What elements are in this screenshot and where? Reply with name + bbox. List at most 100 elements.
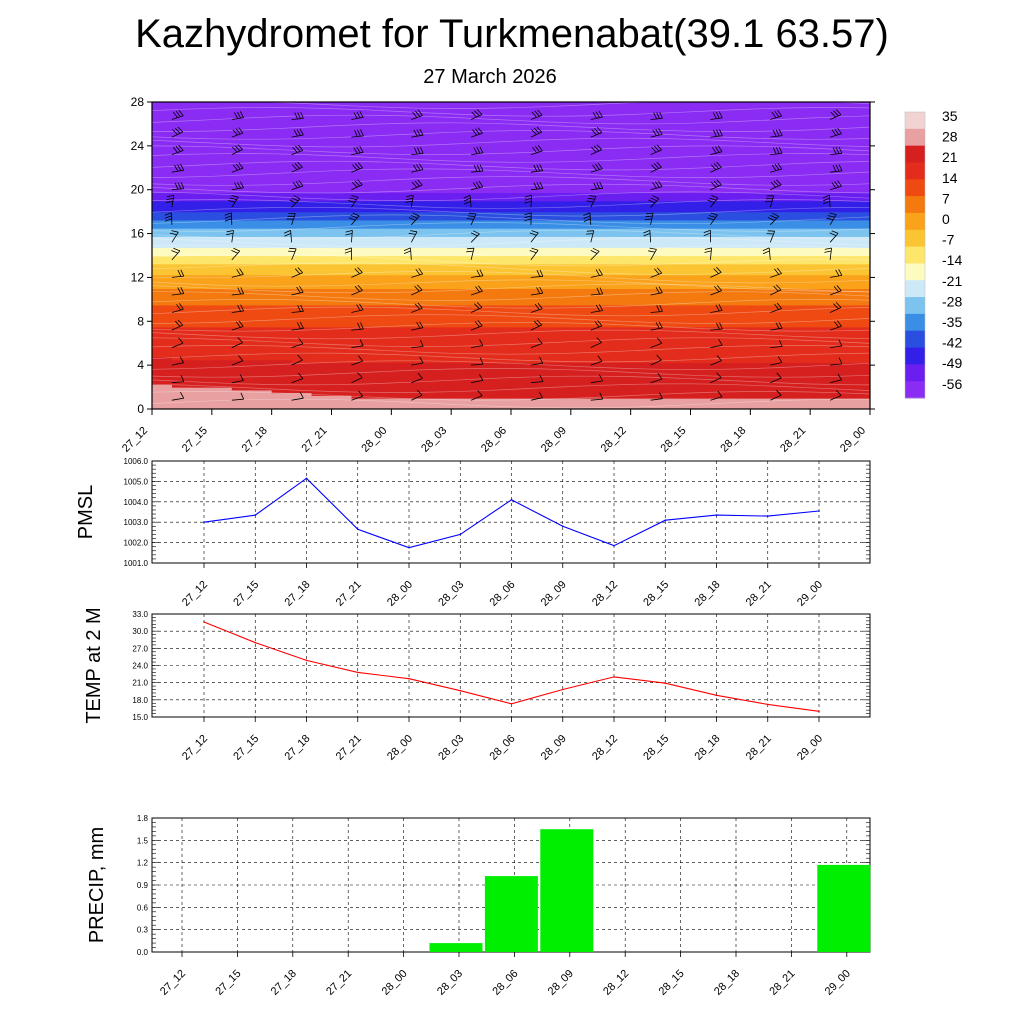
heatmap-cell bbox=[650, 167, 672, 172]
heatmap-cell bbox=[231, 102, 253, 106]
heatmap-cell bbox=[770, 107, 791, 111]
heatmap-cell bbox=[471, 250, 492, 254]
heatmap-cell bbox=[610, 343, 632, 347]
heatmap-cell bbox=[530, 332, 552, 336]
heatmap-cell bbox=[690, 288, 712, 292]
heatmap-cell bbox=[511, 296, 532, 300]
heatmap-cell bbox=[411, 228, 432, 232]
heatmap-cell bbox=[530, 334, 552, 339]
heatmap-cell bbox=[830, 195, 851, 199]
heatmap-cell bbox=[471, 121, 492, 125]
wind-barb bbox=[770, 146, 783, 155]
heatmap-cell bbox=[152, 250, 173, 254]
heatmap-cell bbox=[550, 362, 572, 366]
heatmap-cell bbox=[590, 403, 612, 407]
heatmap-cell bbox=[391, 137, 412, 141]
heatmap-cell bbox=[331, 387, 353, 391]
heatmap-cell bbox=[730, 132, 751, 136]
heatmap-cell bbox=[391, 291, 412, 295]
heatmap-cell bbox=[311, 241, 333, 246]
heatmap-cell bbox=[790, 148, 811, 152]
heatmap-cell bbox=[291, 271, 313, 276]
heatmap-cell bbox=[391, 271, 412, 276]
heatmap-cell bbox=[211, 170, 233, 174]
heatmap-cell bbox=[710, 239, 731, 243]
heatmap-cell bbox=[491, 334, 512, 339]
heatmap-cell bbox=[850, 126, 870, 131]
heatmap-cell bbox=[770, 203, 791, 207]
heatmap-cell bbox=[830, 208, 851, 213]
heatmap-cell bbox=[271, 195, 293, 199]
heatmap-cell bbox=[351, 296, 372, 300]
heatmap-cell bbox=[391, 318, 412, 322]
heatmap-cell bbox=[152, 181, 173, 185]
heatmap-cell bbox=[451, 260, 472, 265]
heatmap-cell bbox=[670, 381, 692, 385]
heatmap-cell bbox=[830, 269, 851, 273]
heatmap-cell bbox=[351, 176, 372, 180]
heatmap-cell bbox=[351, 102, 372, 106]
heatmap-cell bbox=[391, 197, 412, 202]
wind-barb bbox=[703, 229, 711, 243]
heatmap-cell bbox=[810, 337, 831, 342]
xtick-label: 27_21 bbox=[334, 733, 364, 763]
heatmap-cell bbox=[471, 384, 492, 388]
heatmap-cell bbox=[590, 406, 612, 409]
heatmap-cell bbox=[730, 236, 751, 240]
heatmap-cell bbox=[391, 354, 412, 358]
heatmap-cell bbox=[710, 345, 731, 350]
heatmap-cell bbox=[331, 102, 353, 106]
heatmap-cell bbox=[171, 104, 193, 109]
heatmap-cell bbox=[550, 206, 572, 210]
heatmap-cell bbox=[710, 154, 731, 158]
heatmap-cell bbox=[670, 176, 692, 180]
heatmap-cell bbox=[650, 321, 672, 325]
heatmap-cell bbox=[431, 329, 452, 333]
heatmap-cell bbox=[630, 154, 652, 158]
heatmap-cell bbox=[590, 362, 612, 366]
heatmap-cell bbox=[311, 159, 333, 163]
heatmap-cell bbox=[690, 359, 712, 363]
heatmap-cell bbox=[311, 184, 333, 188]
heatmap-cell bbox=[730, 170, 751, 174]
heatmap-cell bbox=[850, 102, 870, 106]
heatmap-cell bbox=[251, 208, 273, 213]
heatmap-cell bbox=[790, 334, 811, 339]
heatmap-cell bbox=[311, 189, 333, 194]
heatmap-cell bbox=[830, 395, 851, 399]
heatmap-cell bbox=[231, 200, 253, 205]
heatmap-cell bbox=[391, 340, 412, 344]
heatmap-cell bbox=[710, 406, 731, 409]
heatmap-cell bbox=[590, 326, 612, 331]
heatmap-cell bbox=[171, 258, 193, 262]
heatmap-cell bbox=[451, 247, 472, 251]
heatmap-cell bbox=[351, 206, 372, 210]
wind-barb bbox=[291, 304, 304, 313]
heatmap-cell bbox=[431, 123, 452, 128]
heatmap-cell bbox=[451, 118, 472, 122]
heatmap-cell bbox=[371, 244, 392, 248]
data-point bbox=[203, 521, 205, 523]
heatmap-cell bbox=[610, 192, 632, 196]
heatmap-cell bbox=[191, 315, 213, 320]
heatmap-cell bbox=[411, 134, 432, 139]
heatmap-cell bbox=[770, 258, 791, 262]
xtick-label: 28_21 bbox=[744, 733, 774, 763]
heatmap-cell bbox=[311, 239, 333, 243]
heatmap-cell bbox=[311, 329, 333, 333]
heatmap-cell bbox=[491, 162, 512, 166]
heatmap-cell bbox=[431, 241, 452, 246]
heatmap-cell bbox=[211, 266, 233, 270]
heatmap-cell bbox=[790, 315, 811, 320]
heatmap-cell bbox=[690, 282, 712, 287]
heatmap-cell bbox=[371, 315, 392, 320]
heatmap-cell bbox=[750, 102, 771, 106]
heatmap-cell bbox=[191, 137, 213, 141]
heatmap-cell bbox=[830, 343, 851, 347]
heatmap-cell bbox=[391, 329, 412, 333]
heatmap-cell bbox=[391, 228, 412, 232]
heatmap-cell bbox=[391, 263, 412, 268]
heatmap-cell bbox=[710, 321, 731, 325]
heatmap-cell bbox=[850, 176, 870, 180]
heatmap-cell bbox=[630, 140, 652, 144]
